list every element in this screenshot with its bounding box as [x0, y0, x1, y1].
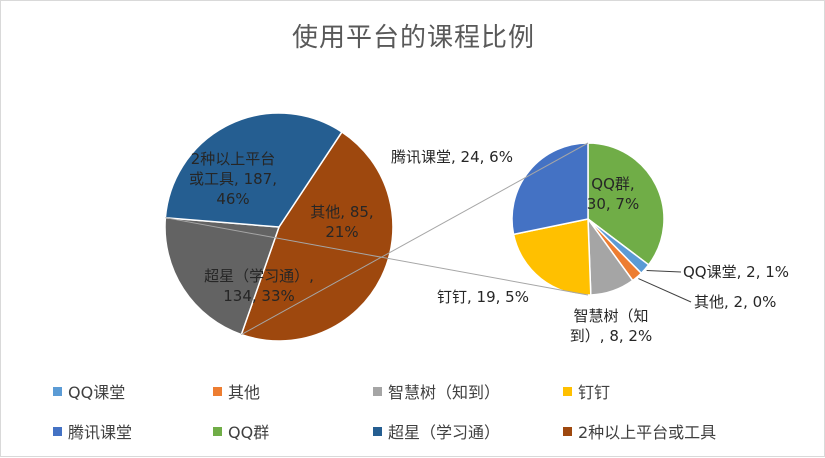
legend-label: 腾讯课堂 [68, 423, 133, 442]
data-label: 其他, 2, 0% [694, 293, 776, 311]
legend-swatch [563, 386, 572, 396]
legend-swatch [53, 426, 62, 436]
chart-legend: QQ课堂 其他 智慧树（知到） 钉钉 腾讯课堂 QQ群 超星（学习通） 2种以上… [53, 379, 813, 443]
legend-swatch [213, 426, 222, 436]
data-label: 超星（学习通）, 134, 33% [204, 267, 314, 305]
legend-label: QQ群 [228, 423, 270, 442]
main-pie-slice [164, 112, 343, 228]
data-label: 其他, 85, 21% [310, 203, 373, 241]
legend-item: 智慧树（知到） [373, 379, 563, 403]
main-pie-slice [240, 130, 394, 342]
legend-swatch [53, 386, 62, 396]
legend-item: 钉钉 [563, 379, 813, 403]
legend-label: 2种以上平台或工具 [578, 423, 717, 442]
data-label-line: QQ课堂, 2, 1% [683, 263, 789, 281]
connector-line-top [241, 142, 589, 336]
legend-label: QQ课堂 [68, 383, 126, 402]
data-label-line: 2种以上平台 [191, 150, 276, 168]
data-label-line: 其他, 2, 0% [694, 293, 776, 311]
data-label-line: 21% [325, 223, 358, 241]
data-label: 钉钉, 19, 5% [437, 288, 529, 306]
legend-item: 腾讯课堂 [53, 419, 213, 443]
connector-line-bottom [165, 217, 589, 296]
data-label-line: 46% [216, 190, 249, 208]
legend-label: 其他 [228, 383, 261, 402]
legend-item: 其他 [213, 379, 373, 403]
data-label-line: 到）, 8, 2% [570, 327, 652, 345]
data-label: 智慧树（知到）, 8, 2% [570, 307, 652, 345]
leader-line [646, 269, 682, 273]
data-label-line: 134, 33% [223, 287, 295, 305]
data-label-line: 钉钉, 19, 5% [437, 288, 529, 306]
data-label-line: 腾讯课堂, 24, 6% [391, 148, 513, 166]
legend-swatch [563, 426, 572, 436]
data-label-line: 或工具, 187, [189, 170, 277, 188]
data-label: QQ群, 30, 7% [587, 175, 639, 213]
secondary-pie-slice [511, 142, 589, 236]
chart-title: 使用平台的课程比例 [291, 23, 535, 53]
data-label: 2种以上平台或工具, 187, 46% [189, 150, 277, 208]
data-label-line: 智慧树（知 [573, 307, 648, 325]
data-label-line: 超星（学习通）, [204, 267, 314, 285]
legend-swatch [373, 386, 382, 396]
legend-swatch [373, 426, 382, 436]
data-label: 腾讯课堂, 24, 6% [391, 148, 513, 166]
secondary-pie-slice [587, 142, 665, 266]
legend-label: 钉钉 [578, 383, 611, 402]
secondary-pie-slice [512, 218, 592, 296]
legend-item: QQ课堂 [53, 379, 213, 403]
legend-item: QQ群 [213, 419, 373, 443]
legend-swatch [213, 386, 222, 396]
legend-item: 2种以上平台或工具 [563, 419, 813, 443]
data-label-line: 30, 7% [587, 195, 639, 213]
main-pie-slice-other-group [164, 216, 281, 336]
data-label: QQ课堂, 2, 1% [683, 263, 789, 281]
data-label-line: 其他, 85, [310, 203, 373, 221]
leader-line [638, 278, 692, 303]
data-label-line: QQ群, [591, 175, 634, 193]
legend-item: 超星（学习通） [373, 419, 563, 443]
legend-label: 超星（学习通） [388, 423, 501, 442]
legend-label: 智慧树（知到） [388, 383, 501, 402]
